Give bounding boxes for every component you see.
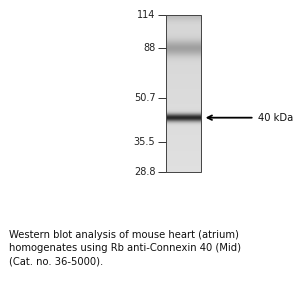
Text: 40 kDa: 40 kDa [258,113,293,123]
Bar [166,16,201,171]
Text: 88: 88 [143,43,155,53]
Text: 114: 114 [137,10,155,20]
Text: 35.5: 35.5 [134,137,155,147]
Text: 50.7: 50.7 [134,93,155,103]
Text: 28.8: 28.8 [134,167,155,177]
Text: Western blot analysis of mouse heart (atrium)
homogenates using Rb anti-Connexin: Western blot analysis of mouse heart (at… [9,230,241,266]
